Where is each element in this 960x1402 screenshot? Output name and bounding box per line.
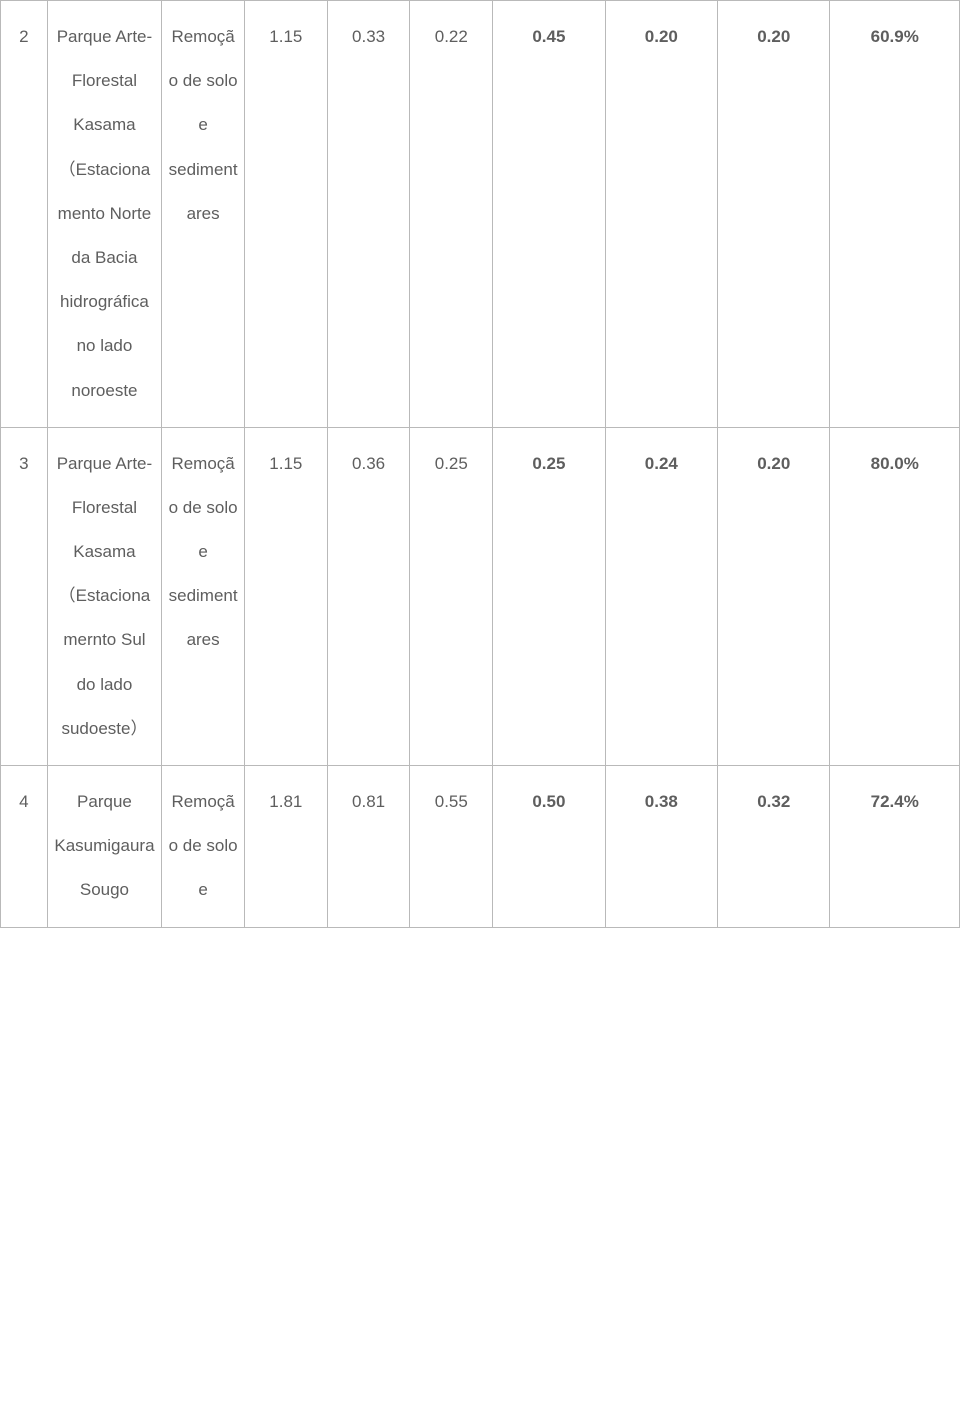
data-table: 2 Parque Arte-Florestal Kasama（Estaciona…: [0, 0, 960, 928]
cell-pct: 72.4%: [830, 766, 960, 928]
cell-v4: 0.25: [493, 427, 605, 765]
cell-place: Parque Arte-Florestal Kasama（Estacioname…: [47, 427, 162, 765]
cell-v1: 1.15: [244, 1, 327, 428]
table-row: 3 Parque Arte-Florestal Kasama（Estaciona…: [1, 427, 960, 765]
cell-v5: 0.20: [605, 1, 717, 428]
cell-place: Parque Arte-Florestal Kasama（Estacioname…: [47, 1, 162, 428]
cell-method: Remoção de solo e sedimentares: [162, 427, 245, 765]
cell-v6: 0.32: [718, 766, 830, 928]
cell-v5: 0.24: [605, 427, 717, 765]
cell-v2: 0.81: [327, 766, 410, 928]
table-body: 2 Parque Arte-Florestal Kasama（Estaciona…: [1, 1, 960, 928]
cell-method: Remoção de solo e sedimentares: [162, 1, 245, 428]
cell-id: 4: [1, 766, 48, 928]
cell-pct: 80.0%: [830, 427, 960, 765]
cell-v2: 0.33: [327, 1, 410, 428]
cell-pct: 60.9%: [830, 1, 960, 428]
cell-method: Remoção de solo e: [162, 766, 245, 928]
cell-v4: 0.50: [493, 766, 605, 928]
cell-v6: 0.20: [718, 427, 830, 765]
cell-v3: 0.25: [410, 427, 493, 765]
cell-v1: 1.15: [244, 427, 327, 765]
cell-v2: 0.36: [327, 427, 410, 765]
cell-v5: 0.38: [605, 766, 717, 928]
cell-place: Parque Kasumigaura Sougo: [47, 766, 162, 928]
cell-v1: 1.81: [244, 766, 327, 928]
table-row: 2 Parque Arte-Florestal Kasama（Estaciona…: [1, 1, 960, 428]
cell-v3: 0.22: [410, 1, 493, 428]
cell-v4: 0.45: [493, 1, 605, 428]
cell-v3: 0.55: [410, 766, 493, 928]
cell-id: 3: [1, 427, 48, 765]
cell-v6: 0.20: [718, 1, 830, 428]
table-row: 4 Parque Kasumigaura Sougo Remoção de so…: [1, 766, 960, 928]
cell-id: 2: [1, 1, 48, 428]
